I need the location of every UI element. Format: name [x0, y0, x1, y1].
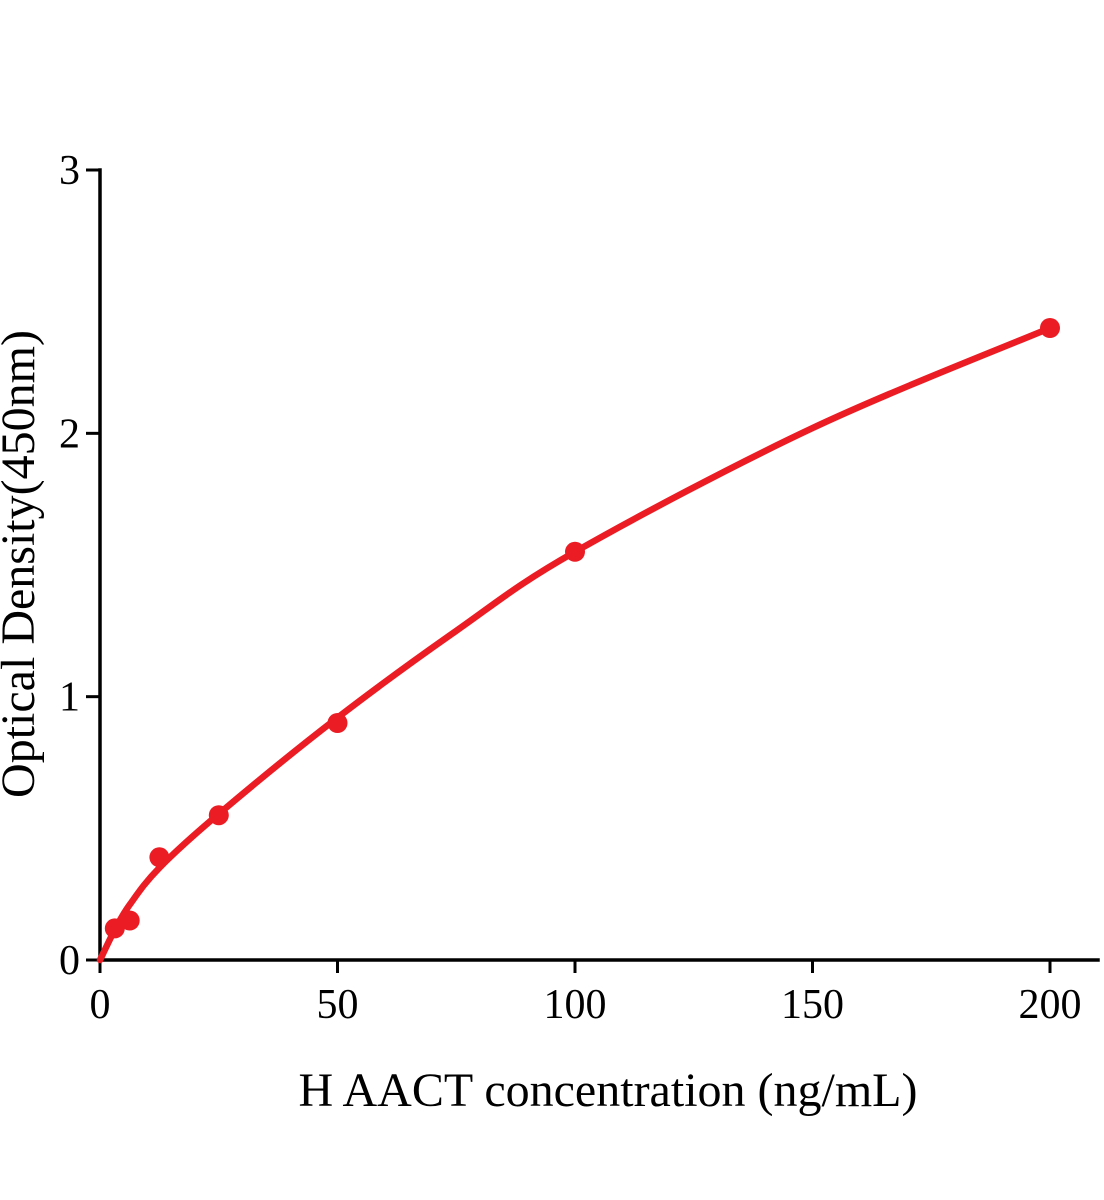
data-point-marker: [119, 910, 140, 931]
data-point-marker: [104, 918, 125, 939]
x-tick-label: 0: [90, 982, 111, 1028]
fit-curve: [96, 324, 1054, 964]
x-tick-label: 100: [544, 982, 607, 1028]
y-tick-label: 0: [59, 938, 80, 984]
data-point-marker: [565, 541, 585, 562]
axis-spine: [98, 168, 1100, 962]
data-point-marker: [1040, 318, 1060, 338]
y-tick-label: 3: [59, 148, 80, 194]
y-tick-label: 2: [59, 411, 80, 457]
x-tick-label: 50: [317, 982, 359, 1028]
y-axis-ticks: 0 1 2 3: [59, 148, 100, 984]
data-point-marker: [327, 713, 348, 733]
data-point-marker: [149, 847, 170, 868]
y-tick-label: 1: [59, 675, 80, 721]
x-tick-label: 150: [781, 982, 844, 1028]
x-tick-label: 200: [1019, 982, 1082, 1028]
y-axis-title: Optical Density(450nm): [0, 330, 45, 798]
x-axis-ticks: 0 50 100 150 200: [90, 960, 1082, 1028]
x-axis-title: H AACT concentration (ng/mL): [299, 1064, 918, 1117]
data-points: [104, 318, 1060, 939]
standard-curve-line: [96, 324, 1054, 964]
axes: [98, 168, 1100, 962]
data-point-marker: [208, 805, 229, 826]
